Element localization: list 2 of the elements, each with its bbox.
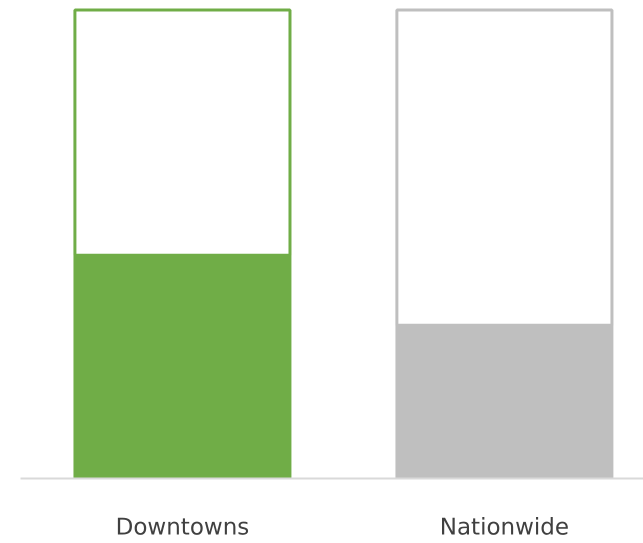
x-tick-label: Nationwide bbox=[440, 514, 570, 540]
x-tick-label: Downtowns bbox=[116, 514, 250, 540]
